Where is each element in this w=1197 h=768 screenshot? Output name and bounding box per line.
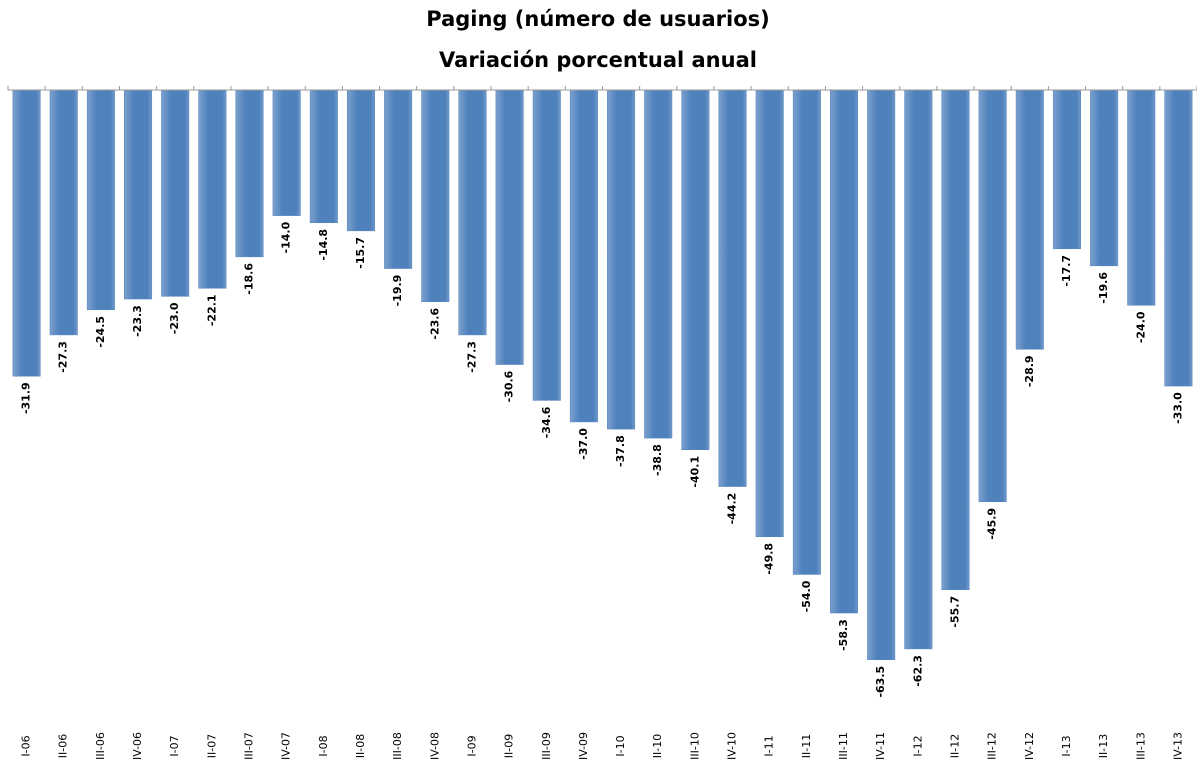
data-label: -38.8 <box>651 444 664 476</box>
bar <box>12 89 41 377</box>
data-label: -24.5 <box>94 316 107 348</box>
data-label: -18.6 <box>243 263 256 295</box>
x-tick-label: IV-10 <box>726 732 739 760</box>
x-tick-label: I-11 <box>763 735 776 756</box>
bar <box>1015 89 1044 350</box>
data-label: -63.5 <box>874 666 887 698</box>
data-label: -31.9 <box>20 382 33 414</box>
bar <box>124 89 153 300</box>
bar <box>384 89 413 269</box>
x-tick-label: III-10 <box>688 732 701 760</box>
bar <box>161 89 190 297</box>
bar <box>309 89 338 224</box>
x-tick-label: I-10 <box>614 735 627 756</box>
data-label: -19.6 <box>1097 272 1110 304</box>
data-label: -55.7 <box>948 596 961 628</box>
bar <box>644 89 673 439</box>
bar <box>867 89 896 660</box>
bar <box>235 89 264 258</box>
bar <box>941 89 970 590</box>
x-tick-label: IV-11 <box>874 732 887 760</box>
data-label: -33.0 <box>1171 392 1184 424</box>
data-label: -45.9 <box>986 508 999 540</box>
data-label: -23.3 <box>131 305 144 337</box>
x-tick-label: II-10 <box>651 734 664 758</box>
data-label: -15.7 <box>354 237 367 269</box>
x-tick-label: IV-06 <box>131 732 144 760</box>
data-label: -27.3 <box>57 341 70 373</box>
x-tick-label: I-09 <box>465 735 478 756</box>
bar <box>978 89 1007 503</box>
bar <box>569 89 598 423</box>
x-tick-label: III-11 <box>837 732 850 760</box>
data-label: -17.7 <box>1060 255 1073 287</box>
x-tick-label: IV-08 <box>428 732 441 760</box>
data-label: -37.0 <box>577 428 590 460</box>
x-tick-label: II-09 <box>503 734 516 758</box>
x-tick-label: II-13 <box>1097 734 1110 758</box>
x-tick-label: III-06 <box>94 732 107 760</box>
x-tick-label: IV-07 <box>280 732 293 760</box>
x-tick-label: I-08 <box>317 735 330 756</box>
bar <box>1164 89 1193 387</box>
x-tick-label: II-07 <box>205 734 218 758</box>
x-tick-label: III-13 <box>1134 732 1147 760</box>
bar <box>904 89 933 650</box>
chart-title: Paging (número de usuarios) <box>426 7 769 31</box>
x-tick-label: IV-09 <box>577 732 590 760</box>
bar <box>272 89 301 216</box>
x-tick-label: III-09 <box>540 732 553 760</box>
data-label: -27.3 <box>465 341 478 373</box>
data-label: -14.8 <box>317 229 330 261</box>
bar <box>458 89 487 336</box>
data-label: -24.0 <box>1134 311 1147 343</box>
data-label: -54.0 <box>800 580 813 612</box>
data-label: -19.9 <box>391 275 404 307</box>
data-label: -23.6 <box>428 308 441 340</box>
bar <box>198 89 227 289</box>
x-tick-label: I-06 <box>20 735 33 756</box>
data-label: -62.3 <box>911 655 924 687</box>
bar <box>49 89 78 336</box>
bar <box>346 89 375 232</box>
bar <box>755 89 784 538</box>
data-label: -44.2 <box>726 493 739 525</box>
data-label: -23.0 <box>168 302 181 334</box>
x-tick-label: III-07 <box>243 732 256 760</box>
x-tick-label: IV-12 <box>1023 732 1036 760</box>
bar <box>532 89 561 401</box>
bar <box>1127 89 1156 306</box>
bar <box>718 89 747 487</box>
bar <box>830 89 859 614</box>
chart-subtitle: Variación porcentual anual <box>439 48 757 72</box>
x-tick-label: I-12 <box>911 735 924 756</box>
x-tick-label: II-06 <box>57 734 70 758</box>
x-tick-label: II-11 <box>800 734 813 758</box>
x-tick-label: IV-13 <box>1171 732 1184 760</box>
bar <box>495 89 524 365</box>
bar <box>86 89 115 311</box>
data-label: -14.0 <box>280 221 293 253</box>
bar <box>421 89 450 302</box>
bar <box>607 89 636 430</box>
bar <box>792 89 821 575</box>
data-label: -37.8 <box>614 435 627 467</box>
data-label: -30.6 <box>503 370 516 402</box>
bar <box>1052 89 1081 250</box>
bar <box>1090 89 1119 267</box>
x-tick-label: I-13 <box>1060 735 1073 756</box>
data-label: -28.9 <box>1023 355 1036 387</box>
data-label: -58.3 <box>837 619 850 651</box>
x-tick-label: II-12 <box>948 734 961 758</box>
data-label: -34.6 <box>540 406 553 438</box>
x-tick-label: II-08 <box>354 734 367 758</box>
x-tick-label: III-12 <box>986 732 999 760</box>
data-label: -49.8 <box>763 543 776 575</box>
data-label: -22.1 <box>205 294 218 326</box>
data-label: -40.1 <box>688 456 701 488</box>
x-tick-label: III-08 <box>391 732 404 760</box>
bar <box>681 89 710 451</box>
x-tick-label: I-07 <box>168 735 181 756</box>
